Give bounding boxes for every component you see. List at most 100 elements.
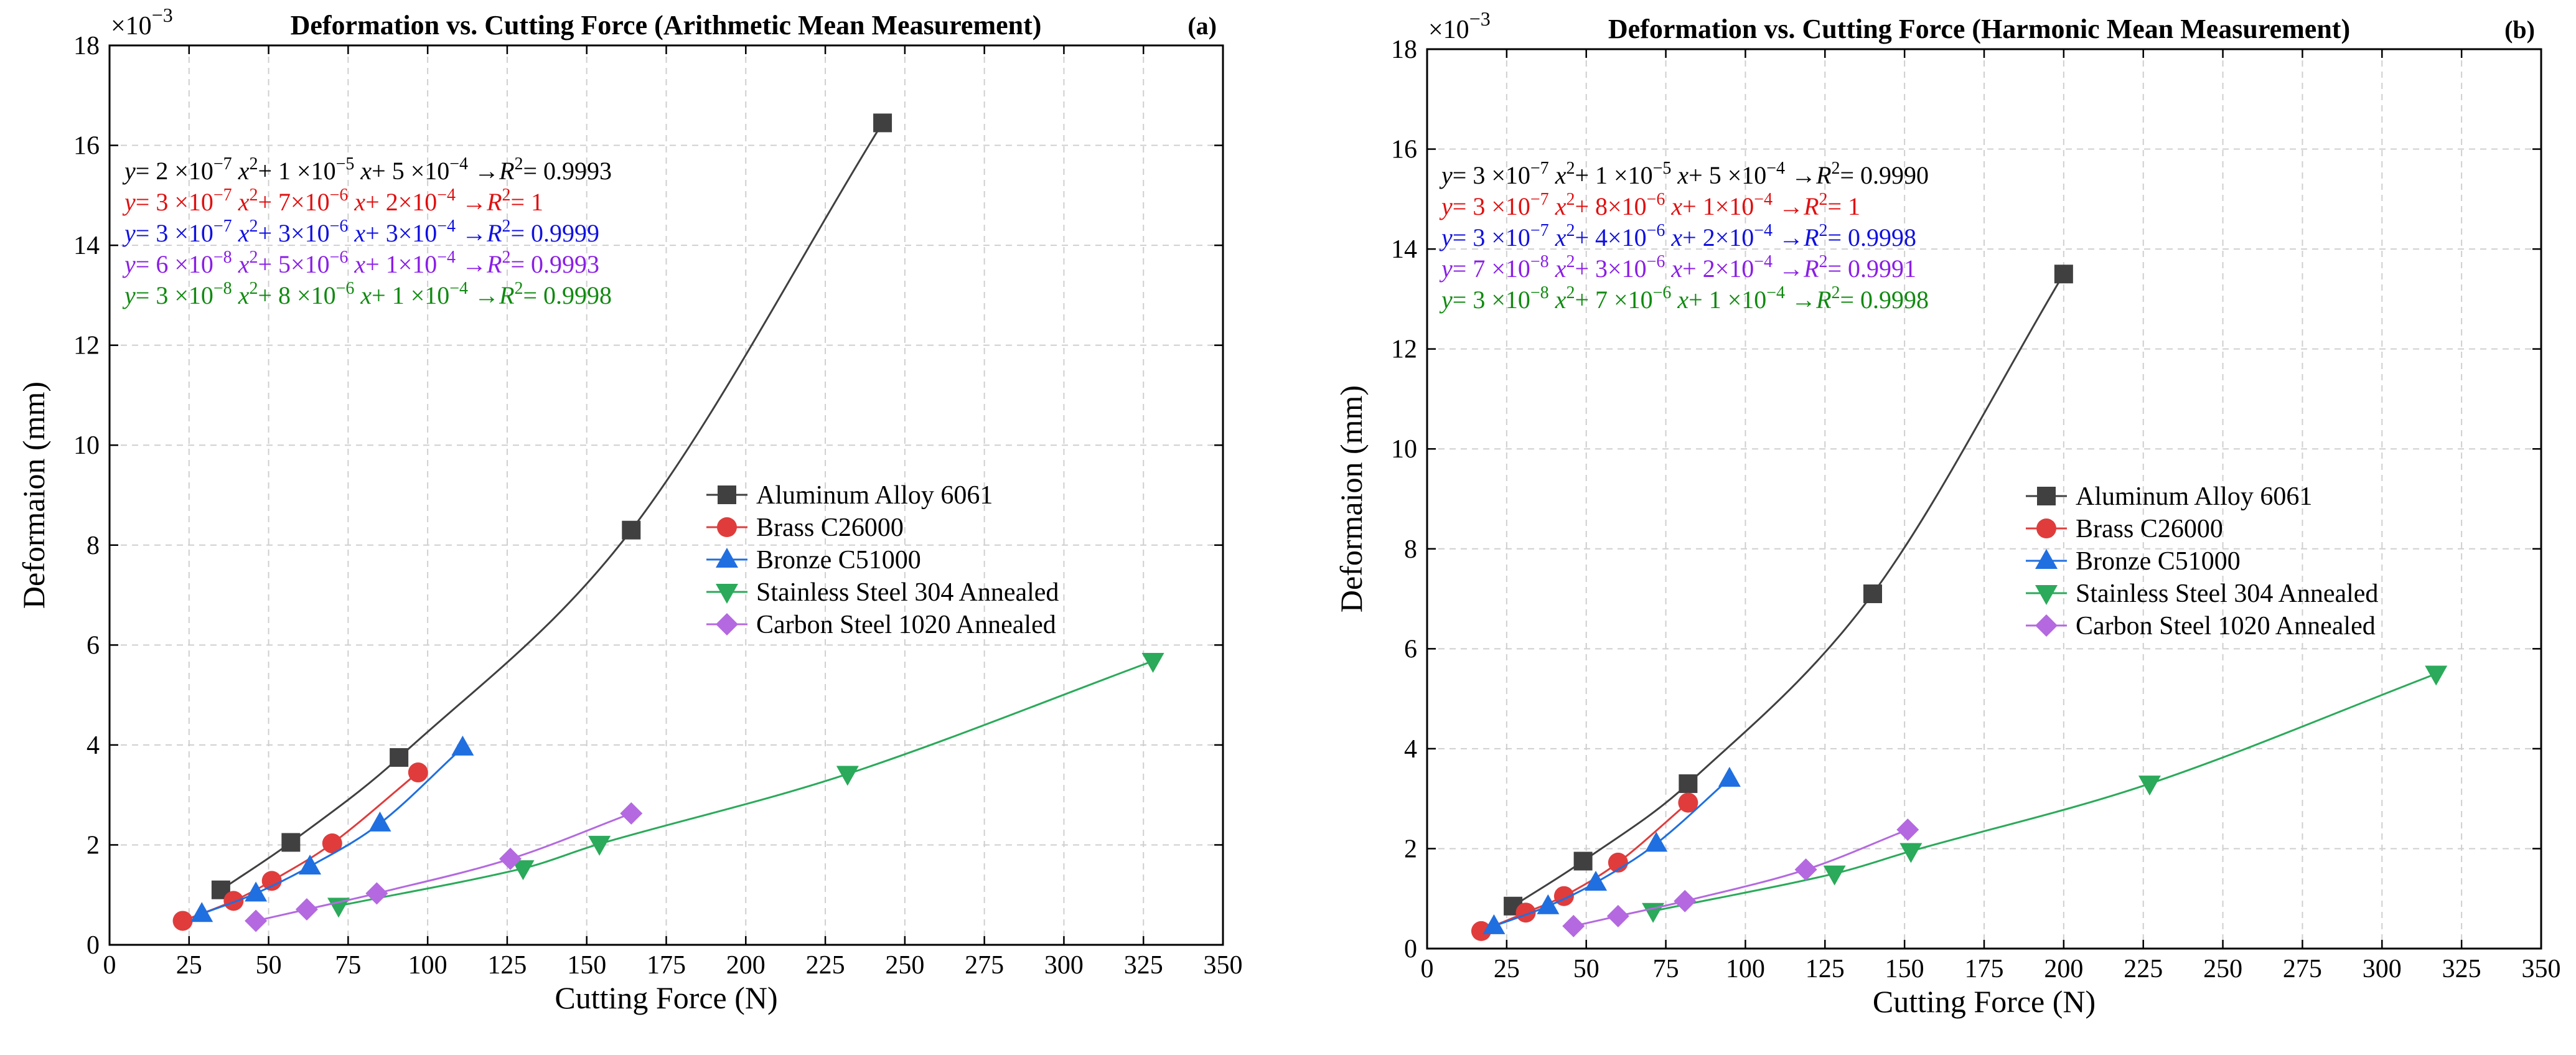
x-tick-label: 50 [256,951,282,980]
x-tick-label: 275 [2283,955,2322,983]
legend-label: Stainless Steel 304 Annealed [2076,579,2378,608]
tick-labels: 0 25 50 75 100 125 150 175 200 225 250 275 300 325 350… [73,32,1243,980]
x-tick-label: 25 [1494,955,1520,983]
x-tick-label: 0 [103,951,116,980]
legend-item: Brass C26000 [2026,515,2223,543]
series-line [1493,777,1730,927]
legend-marker [717,517,737,537]
chart-panel-b: 0 25 50 75 100 125 150 175 200 225 250 275 300 325 350… [1334,7,2561,1019]
data-point [836,766,859,786]
x-tick-label: 100 [408,951,447,980]
series-stainless-steel-304-annealed [1642,665,2448,923]
legend-label: Bronze C51000 [2076,547,2241,576]
series-line [1512,273,2065,907]
data-point [1863,584,1882,604]
x-axis-label: Cutting Force (N) [555,980,777,1015]
legend-marker [2037,487,2056,505]
data-point [2138,776,2161,796]
data-point [1141,653,1164,673]
data-point [873,113,892,133]
x-tick-label: 250 [2203,955,2242,983]
data-point [499,847,522,870]
fit-equation: y= 3 ×10−7 x2+ 7×10−6 x+ 2×10−4 →R2= 1 [122,185,543,216]
series-aluminum-alloy-6061 [1504,265,2073,916]
y-tick-label: 2 [87,831,100,860]
x-tick-label: 150 [567,951,606,980]
legend-marker [716,548,738,568]
legend: Aluminum Alloy 6061 Brass C26000 Bronze C5… [2026,482,2378,640]
series-line [201,746,464,915]
data-point [245,909,268,932]
data-point [2425,665,2448,686]
y-tick-label: 12 [1391,335,1417,364]
y-tick-label: 18 [1391,35,1417,64]
y-tick-label: 8 [1404,535,1417,564]
data-point [2054,265,2073,284]
legend-marker [716,613,738,635]
x-tick-label: 200 [726,951,766,980]
data-point [588,835,611,856]
data-point [1645,832,1668,852]
legend-marker [2035,585,2058,605]
legend-item: Carbon Steel 1020 Annealed [706,611,1056,639]
data-point [1537,894,1560,914]
legend-label: Carbon Steel 1020 Annealed [756,611,1056,639]
legend-label: Brass C26000 [756,513,904,542]
fit-equations: y= 2 ×10−7 x2+ 1 ×10−5 x+ 5 ×10−4 →R2= 0… [122,154,612,309]
x-tick-label: 300 [1044,951,1084,980]
y-multiplier-label: ×10−3 [1428,7,1491,44]
data-point [1606,904,1629,927]
x-tick-label: 350 [2522,955,2561,983]
x-tick-label: 75 [1653,955,1679,983]
data-point [1562,914,1585,937]
data-point [1899,843,1923,863]
chart-panel-a: 0 25 50 75 100 125 150 175 200 225 250 275 300 325 350… [16,4,1243,1015]
series-aluminum-alloy-6061 [211,113,892,899]
y-tick-label: 16 [1391,136,1417,164]
fit-equation: y= 3 ×10−7 x2+ 3×10−6 x+ 3×10−4 →R2= 0.9… [122,217,599,247]
data-point [1823,865,1846,886]
fit-equation: y= 3 ×10−7 x2+ 8×10−6 x+ 1×10−4 →R2= 1 [1439,190,1860,220]
legend-label: Aluminum Alloy 6061 [2076,482,2312,511]
series-brass-c26000 [1471,792,1698,941]
legend-label: Brass C26000 [2076,515,2223,543]
x-tick-label: 125 [1806,955,1845,983]
data-point [1718,767,1741,787]
data-point [408,762,428,783]
x-tick-label: 50 [1573,955,1599,983]
data-point [1585,871,1608,891]
y-tick-label: 14 [1391,235,1417,264]
data-point [1896,818,1919,841]
x-axis-label: Cutting Force (N) [1873,984,2096,1019]
chart-title: Deformation vs. Cutting Force (Arithmeti… [291,10,1042,40]
legend: Aluminum Alloy 6061 Brass C26000 Bronze C5… [706,481,1059,639]
series-bronze-c51000 [1482,767,1741,934]
y-tick-label: 10 [73,431,100,460]
x-tick-label: 175 [1965,955,2004,983]
data-point [1608,852,1628,873]
legend-label: Aluminum Alloy 6061 [756,481,993,510]
y-tick-label: 2 [1404,835,1417,863]
x-tick-label: 100 [1726,955,1765,983]
y-multiplier-label: ×10−3 [111,4,173,40]
data-point [390,748,409,767]
data-point [451,735,474,756]
fit-equation: y= 3 ×10−8 x2+ 7 ×10−6 x+ 1 ×10−4 →R2= 0… [1439,283,1929,314]
panel-label: (a) [1187,12,1217,40]
data-point [1471,921,1491,941]
fit-equation: y= 3 ×10−7 x2+ 1 ×10−5 x+ 5 ×10−4 →R2= 0… [1439,159,1929,189]
data-point [620,802,643,825]
data-point [1573,851,1593,871]
series-carbon-steel-1020-annealed [1562,818,1919,937]
legend-item: Carbon Steel 1020 Annealed [2026,612,2376,640]
y-tick-label: 10 [1391,435,1417,464]
x-tick-label: 0 [1421,955,1434,983]
chart-title: Deformation vs. Cutting Force (Harmonic … [1608,14,2350,44]
data-point [223,891,244,911]
legend-label: Carbon Steel 1020 Annealed [2076,612,2376,640]
legend-item: Bronze C51000 [2026,547,2241,576]
data-point [190,902,213,922]
x-tick-label: 25 [176,951,202,980]
